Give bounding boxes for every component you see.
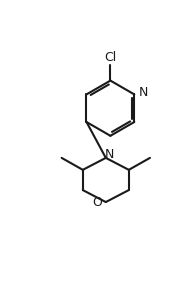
Text: N: N [138, 86, 148, 99]
Text: Cl: Cl [104, 51, 116, 64]
Text: N: N [105, 148, 114, 161]
Text: O: O [92, 195, 102, 209]
